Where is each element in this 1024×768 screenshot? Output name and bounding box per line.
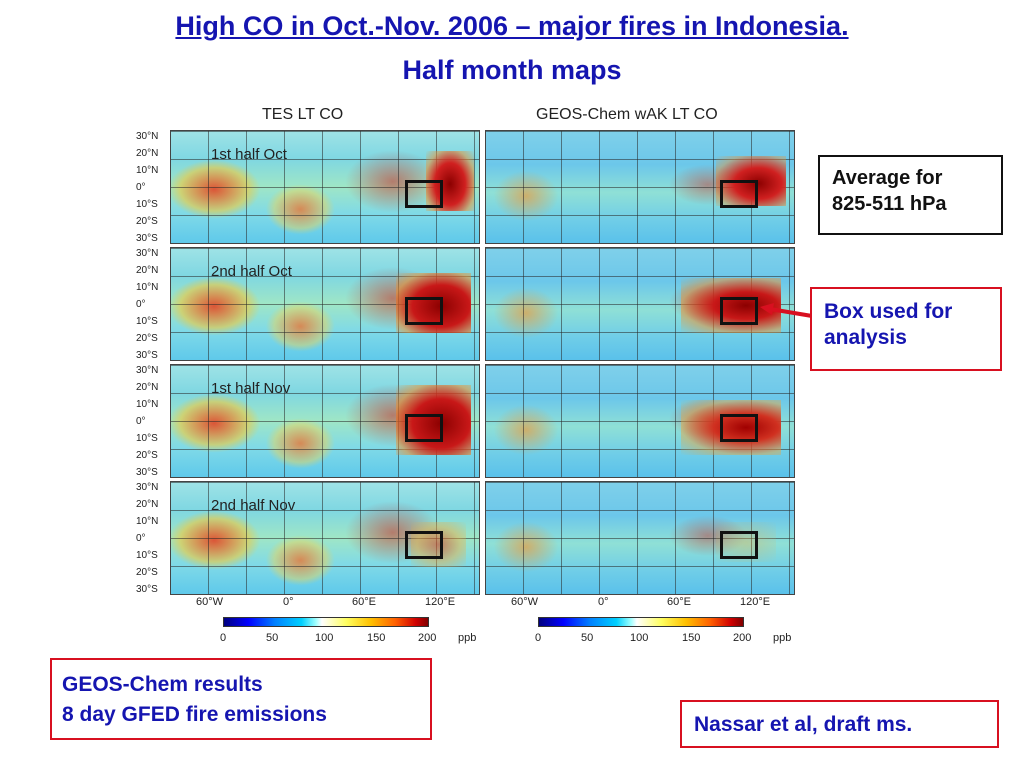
analysis-box — [405, 531, 443, 559]
lat-label: 30°N — [136, 482, 159, 493]
arrow-icon — [760, 303, 813, 318]
citation-callout: Nassar et al, draft ms. — [680, 700, 999, 748]
analysis-box — [405, 297, 443, 325]
lat-label: 30°S — [136, 233, 158, 244]
lat-label: 0° — [136, 182, 146, 193]
analysis-box — [720, 297, 758, 325]
colorbar-tick: 50 — [581, 632, 594, 644]
lat-label: 20°S — [136, 450, 158, 461]
map-geos-1st-half-nov — [485, 364, 795, 478]
colorbar-tick: 150 — [367, 632, 386, 644]
lat-label: 30°N — [136, 365, 159, 376]
colorbar-tick: 0 — [535, 632, 542, 644]
period-label: 2nd half Oct — [211, 263, 292, 280]
colorbar-tick: 0 — [220, 632, 227, 644]
lat-label: 10°S — [136, 550, 158, 561]
lon-label: 0° — [598, 596, 609, 608]
lat-label: 0° — [136, 299, 146, 310]
lat-label: 30°S — [136, 350, 158, 361]
map-tes-1st-half-nov: 1st half Nov — [170, 364, 480, 478]
lat-label: 30°S — [136, 584, 158, 595]
colorbar-tick: 50 — [266, 632, 279, 644]
colorbar-tick: 150 — [682, 632, 701, 644]
lon-label: 120°E — [740, 596, 771, 608]
map-tes-1st-half-oct: 1st half Oct — [170, 130, 480, 244]
analysis-box — [720, 414, 758, 442]
period-label: 1st half Nov — [211, 380, 291, 397]
lat-label: 10°N — [136, 516, 159, 527]
lat-label: 10°N — [136, 165, 159, 176]
map-tes-2nd-half-nov: 2nd half Nov — [170, 481, 480, 595]
lat-label: 30°N — [136, 131, 159, 142]
lat-label: 20°N — [136, 499, 159, 510]
geos-callout: GEOS-Chem results 8 day GFED fire emissi… — [50, 658, 432, 740]
lon-label: 120°E — [425, 596, 456, 608]
lon-label: 60°E — [352, 596, 376, 608]
geos-panel-title: GEOS-Chem wAK LT CO — [536, 106, 718, 123]
lat-label: 10°N — [136, 399, 159, 410]
map-tes-2nd-half-oct: 2nd half Oct — [170, 247, 480, 361]
lat-label: 30°S — [136, 467, 158, 478]
box-callout: Box used for analysis — [810, 287, 1002, 371]
map-geos-2nd-half-nov — [485, 481, 795, 595]
lat-label: 10°S — [136, 433, 158, 444]
lat-label: 20°S — [136, 567, 158, 578]
lat-label: 20°N — [136, 265, 159, 276]
period-label: 1st half Oct — [211, 146, 287, 163]
analysis-box — [405, 180, 443, 208]
colorbar-tick: 200 — [418, 632, 437, 644]
lon-label: 60°W — [196, 596, 224, 608]
colorbar-tick: 100 — [630, 632, 649, 644]
analysis-box — [405, 414, 443, 442]
map-geos-2nd-half-oct — [485, 247, 795, 361]
average-callout: Average for 825-511 hPa — [818, 155, 1003, 235]
lat-label: 0° — [136, 416, 146, 427]
colorbar-tick: 200 — [733, 632, 752, 644]
lat-label: 30°N — [136, 248, 159, 259]
lat-label: 10°S — [136, 199, 158, 210]
lat-label: 20°N — [136, 148, 159, 159]
slide-subtitle: Half month maps — [402, 55, 622, 85]
period-label: 2nd half Nov — [211, 497, 296, 514]
lat-label: 20°N — [136, 382, 159, 393]
map-geos-1st-half-oct — [485, 130, 795, 244]
analysis-box — [720, 180, 758, 208]
analysis-box — [720, 531, 758, 559]
lon-label: 60°E — [667, 596, 691, 608]
lat-label: 20°S — [136, 216, 158, 227]
colorbar-unit: ppb — [773, 632, 792, 644]
colorbar-unit: ppb — [458, 632, 477, 644]
tes-panel-title: TES LT CO — [262, 106, 344, 123]
slide-title: High CO in Oct.-Nov. 2006 – major fires … — [175, 11, 849, 41]
lat-label: 20°S — [136, 333, 158, 344]
geos-colorbar — [538, 617, 744, 627]
lon-label: 60°W — [511, 596, 539, 608]
lon-label: 0° — [283, 596, 294, 608]
lat-label: 0° — [136, 533, 146, 544]
tes-colorbar — [223, 617, 429, 627]
lat-label: 10°N — [136, 282, 159, 293]
colorbar-tick: 100 — [315, 632, 334, 644]
lat-label: 10°S — [136, 316, 158, 327]
